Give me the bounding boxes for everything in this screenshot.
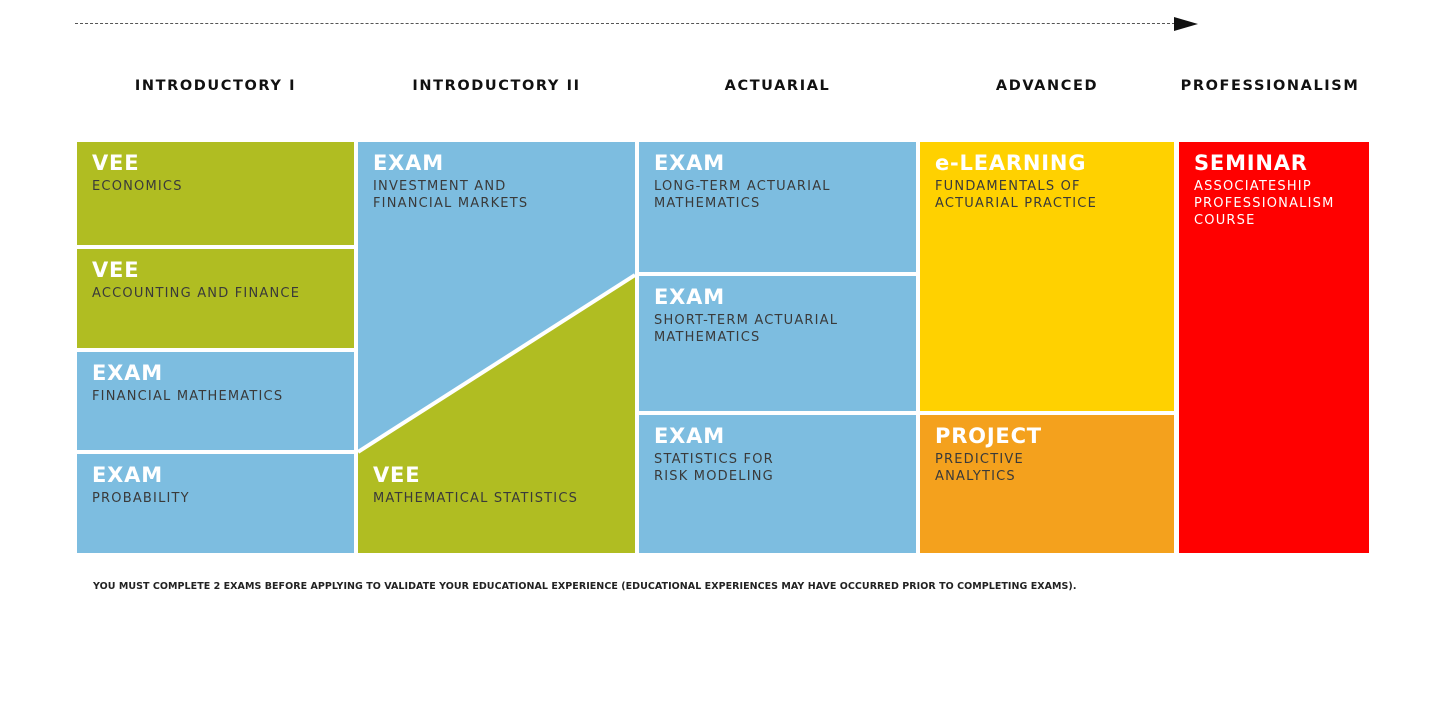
block-subtitle: MATHEMATICAL STATISTICS [373, 491, 579, 506]
block-subtitle: FUNDAMENTALS OF ACTUARIAL PRACTICE [935, 179, 1097, 211]
introductory-2-split-shape [358, 142, 635, 553]
block-title: e-LEARNING [935, 151, 1087, 175]
vee-mathematical-statistics-block: VEE MATHEMATICAL STATISTICS [373, 462, 628, 507]
exam-long-term-actuarial-block: EXAM LONG-TERM ACTUARIAL MATHEMATICS [639, 142, 916, 272]
block-subtitle: FINANCIAL MATHEMATICS [92, 389, 284, 404]
block-subtitle: INVESTMENT AND FINANCIAL MARKETS [373, 179, 529, 211]
block-title: EXAM [92, 361, 163, 385]
block-subtitle: ECONOMICS [92, 179, 183, 194]
block-subtitle: STATISTICS FOR RISK MODELING [654, 452, 774, 484]
block-title: VEE [373, 463, 421, 487]
column-header-actuarial: ACTUARIAL [724, 78, 831, 94]
exam-short-term-actuarial-block: EXAM SHORT-TERM ACTUARIAL MATHEMATICS [639, 276, 916, 411]
footnote: YOU MUST COMPLETE 2 EXAMS BEFORE APPLYIN… [93, 581, 1077, 592]
exam-probability-block: EXAM PROBABILITY [77, 454, 354, 553]
block-subtitle: ACCOUNTING AND FINANCE [92, 286, 301, 301]
progression-arrow-line [75, 23, 1175, 24]
block-title: EXAM [92, 463, 163, 487]
elearning-fap-block: e-LEARNING FUNDAMENTALS OF ACTUARIAL PRA… [920, 142, 1174, 411]
vee-math-stats-area [358, 275, 635, 553]
exam-investment-financial-markets-block: EXAM INVESTMENT AND FINANCIAL MARKETS [373, 150, 623, 212]
block-title: SEMINAR [1194, 151, 1308, 175]
vee-accounting-finance-block: VEE ACCOUNTING AND FINANCE [77, 249, 354, 348]
block-title: EXAM [654, 151, 725, 175]
block-subtitle: SHORT-TERM ACTUARIAL MATHEMATICS [654, 313, 839, 345]
block-title: VEE [92, 258, 140, 282]
exam-statistics-risk-modeling-block: EXAM STATISTICS FOR RISK MODELING [639, 415, 916, 553]
block-title: EXAM [654, 285, 725, 309]
block-subtitle: LONG-TERM ACTUARIAL MATHEMATICS [654, 179, 831, 211]
diagonal-divider [358, 273, 635, 454]
block-title: EXAM [654, 424, 725, 448]
column-header-introductory-2: INTRODUCTORY II [412, 78, 581, 94]
vee-economics-block: VEE ECONOMICS [77, 142, 354, 245]
exam-investment-area [358, 142, 635, 452]
block-title: PROJECT [935, 424, 1042, 448]
exam-financial-mathematics-block: EXAM FINANCIAL MATHEMATICS [77, 352, 354, 450]
block-title: VEE [92, 151, 140, 175]
column-header-introductory-1: INTRODUCTORY I [134, 78, 297, 94]
column-header-professionalism: PROFESSIONALISM [1180, 78, 1360, 94]
block-subtitle: PREDICTIVE ANALYTICS [935, 452, 1024, 484]
block-subtitle: PROBABILITY [92, 491, 190, 506]
project-predictive-analytics-block: PROJECT PREDICTIVE ANALYTICS [920, 415, 1174, 553]
seminar-apc-block: SEMINAR ASSOCIATESHIP PROFESSIONALISM CO… [1179, 142, 1369, 553]
block-title: EXAM [373, 151, 444, 175]
block-subtitle: ASSOCIATESHIP PROFESSIONALISM COURSE [1194, 179, 1335, 228]
column-header-advanced: ADVANCED [995, 78, 1099, 94]
arrow-head-icon [1174, 17, 1198, 31]
